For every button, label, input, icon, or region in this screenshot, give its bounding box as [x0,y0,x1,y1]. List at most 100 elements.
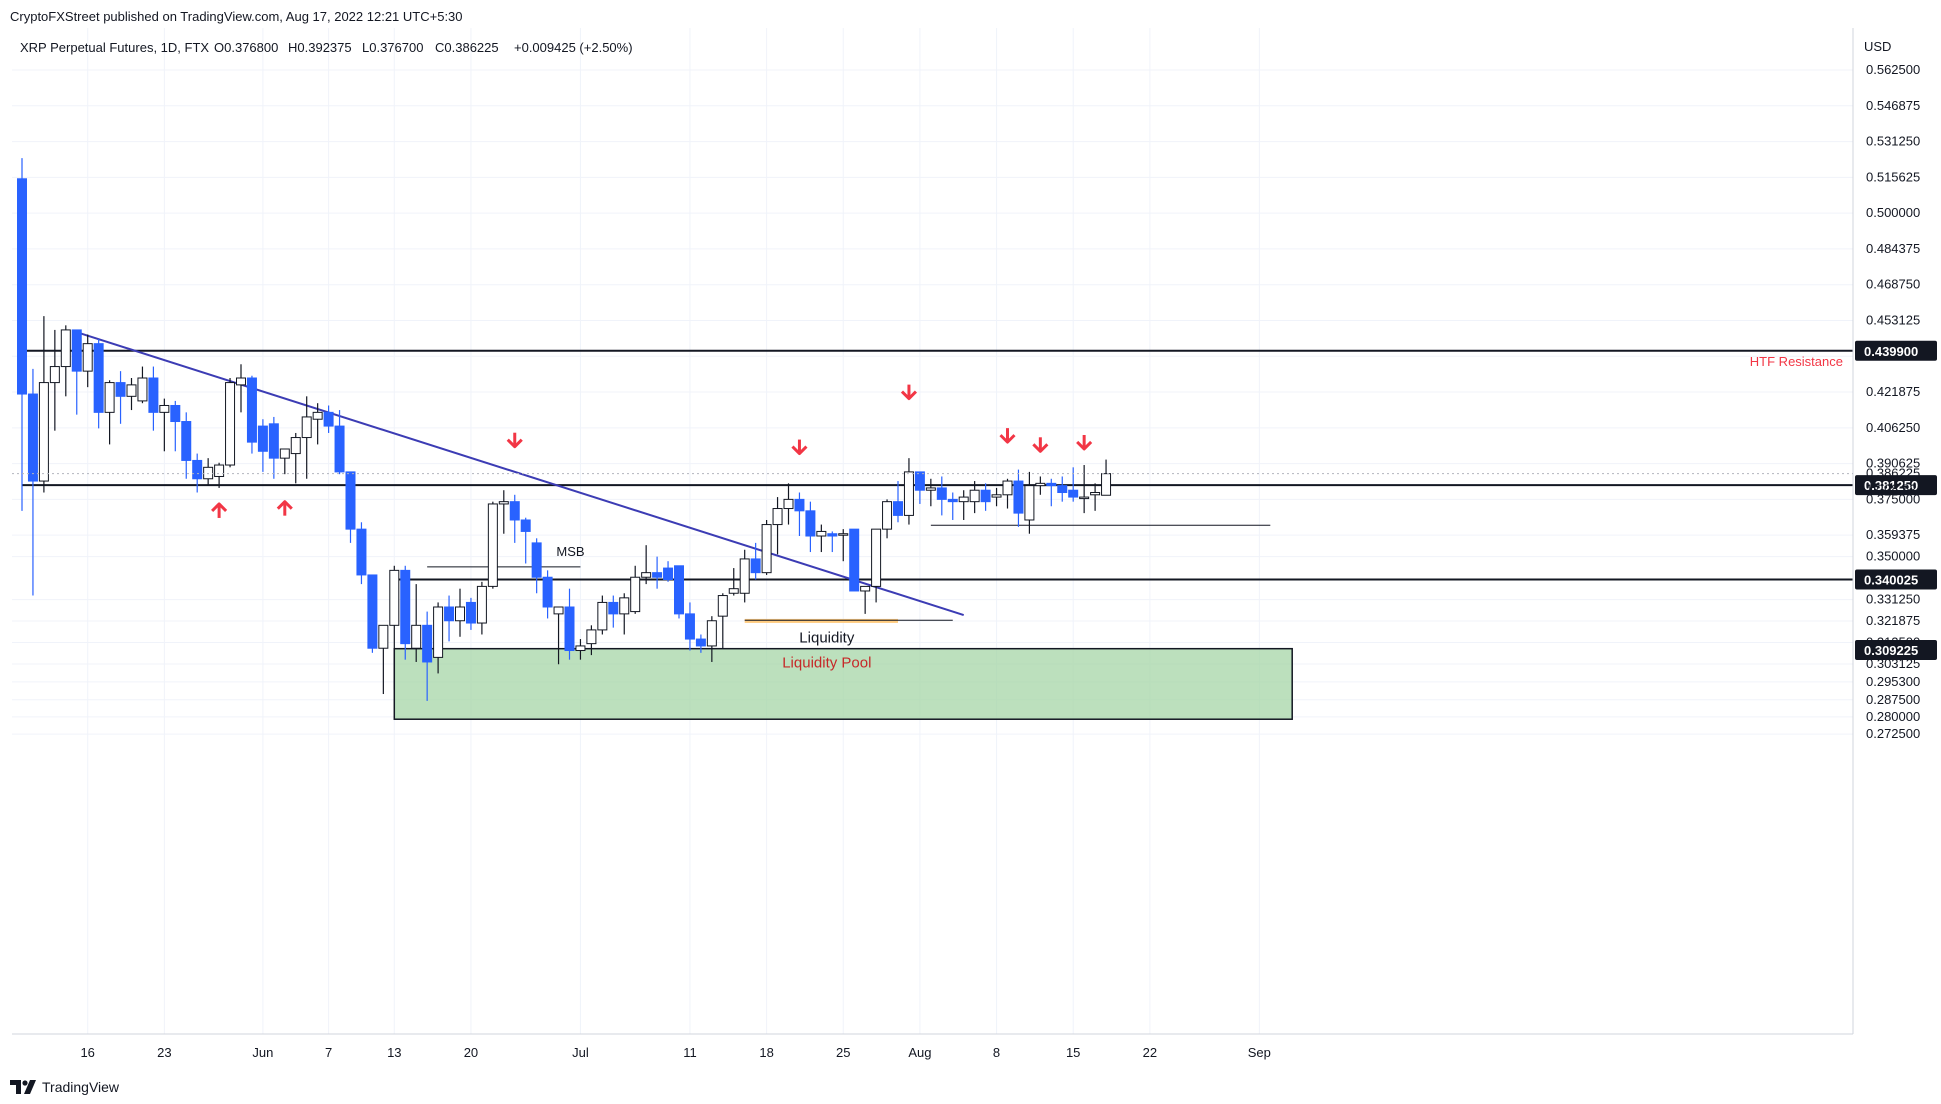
price-axis[interactable]: USD 0.562500 0.546875 0.531250 0.515625 0.50… [1852,28,1920,1034]
candle [1024,471,1035,534]
candle [936,476,947,516]
bull-candle-body [279,448,290,459]
bear-candle-body [805,510,816,537]
y-tick-label: 0.484375 [1866,241,1920,256]
x-tick-label: 25 [836,1045,850,1060]
x-tick-label: 23 [157,1045,171,1060]
bull-candle-body [1002,480,1013,496]
candle [126,378,137,411]
candle [871,528,882,603]
bear-candle-body [345,471,356,530]
candle [739,549,750,603]
bear-candle-body [334,425,345,473]
candle [312,403,323,445]
bear-candle-body [246,377,257,443]
bear-candle-body [323,411,334,427]
bear-candle-body [444,606,455,622]
bear-candle-body [170,404,181,423]
bull-candle-body [214,464,225,477]
candle [290,432,301,484]
y-tick-label: 0.321875 [1866,613,1920,628]
candle [148,366,159,431]
price-tag-text: 0.340025 [1864,572,1918,587]
price-tag-text: 0.381250 [1864,478,1918,493]
candle [969,481,980,514]
candle [378,624,389,695]
candle [1068,467,1079,502]
red-down-arrow-icon [791,439,808,456]
bull-candle-body [871,528,882,587]
candle [389,565,400,690]
bear-candle-body [695,638,706,647]
y-tick-label: 0.531250 [1866,134,1920,149]
candle [257,419,268,472]
bull-candle-body [455,606,465,622]
candle [695,634,706,653]
candle [663,561,674,582]
candle [301,396,312,479]
bull-candle-body [126,384,137,397]
bull-candle-body [236,377,246,386]
tradingview-logo-icon [10,1080,36,1094]
candle [225,378,236,468]
candle [849,528,860,592]
plot-area[interactable] [12,28,1852,1034]
liquidity-pool-label: Liquidity Pool [782,655,871,672]
bull-candle-body [104,382,115,413]
bull-candle-body [433,606,444,658]
candle [761,519,772,575]
bear-candle-body [356,528,367,576]
x-tick-label: Sep [1248,1045,1271,1060]
bull-candle-body [706,620,717,647]
candle [860,585,871,614]
open-label: O [214,40,224,55]
candle [772,497,783,555]
candle [674,565,684,619]
last-price-label: 0.386225 [1866,466,1920,481]
arrows-layer [211,384,1093,518]
bear-candle-body [936,487,947,500]
candle [214,462,225,488]
publisher-credit: CryptoFXStreet published on TradingView.… [10,9,463,24]
chart-title: XRP Perpetual Futures, 1D, FTX [20,40,209,55]
bull-candle-body [411,624,422,649]
candle [893,481,903,523]
bear-candle-body [608,601,619,615]
candle [137,366,148,404]
time-axis[interactable]: 16 23 Jun 7 13 20 Jul 11 18 25 Aug 8 15 22 Sep [12,1033,1853,1060]
bull-candle-body [498,501,509,505]
close-label: C [435,40,444,55]
candle [433,602,444,674]
ohlc-header: O0.376800 H0.392375 L0.376700 C0.386225 … [214,40,633,55]
candle [356,522,367,585]
candle [980,483,991,511]
bear-candle-body [980,489,991,503]
candle [170,400,181,452]
footer-brand[interactable]: TradingView [10,1076,119,1098]
candle [717,593,728,649]
bull-candle-body [761,524,772,574]
bear-candle-body [849,528,860,592]
y-tick-label: 0.350000 [1866,549,1920,564]
liquidity-label: Liquidity [799,629,855,646]
candle [947,492,958,520]
candle [115,371,126,424]
red-down-arrow-icon [999,428,1016,444]
liquidity-pool-box [393,647,1293,720]
y-tick-label: 0.406250 [1866,420,1920,435]
candle [279,448,290,475]
y-tick-label: 0.287500 [1866,692,1920,707]
y-tick-label: 0.375000 [1866,491,1920,506]
candle [914,471,925,504]
bull-candle-body [312,411,323,420]
candle [498,490,509,534]
bull-candle-body [641,572,652,578]
price-tag-text: 0.439900 [1864,344,1918,359]
candle [882,499,893,539]
bull-candle-body [772,508,783,526]
candle [1002,478,1013,509]
bear-candle-body [674,565,684,615]
bear-candle-body [115,382,126,397]
bear-candle-body [663,567,674,581]
